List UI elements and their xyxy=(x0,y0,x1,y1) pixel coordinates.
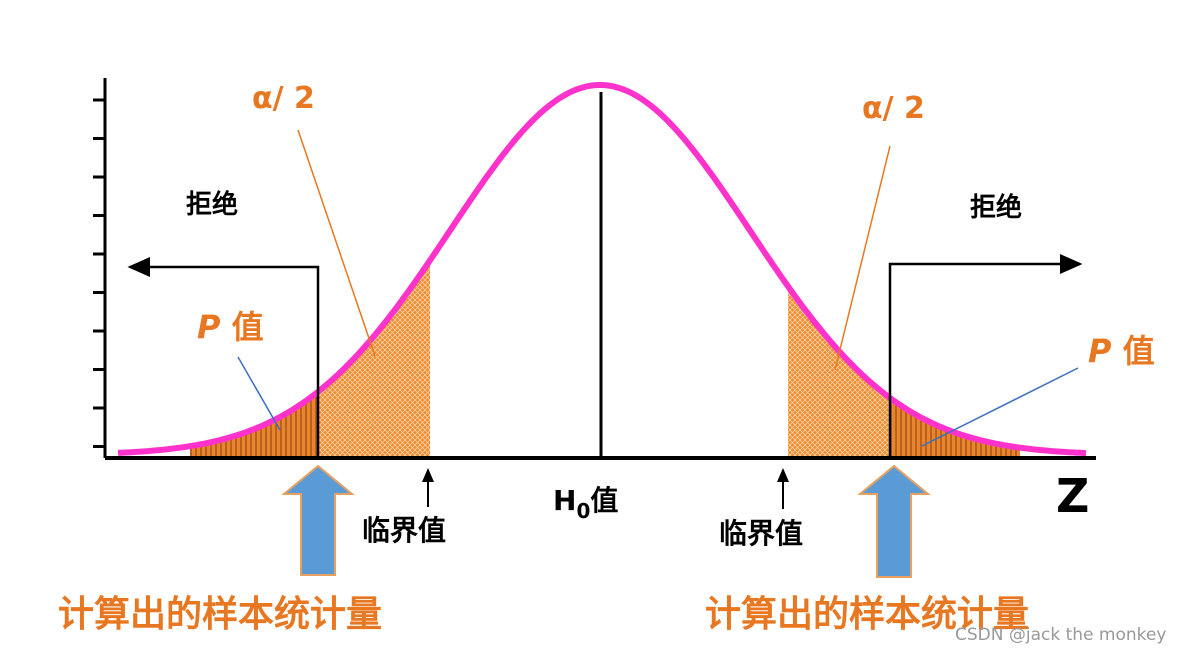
statistic-label: 计算出的样本统计量 xyxy=(58,594,382,635)
h0-label: H0值 xyxy=(553,484,618,523)
axis-label: Z xyxy=(1056,469,1089,523)
p-suffix: 值 xyxy=(232,308,264,346)
p-value-label: P 值 xyxy=(197,308,264,346)
leader-line xyxy=(237,356,281,431)
alpha-label: α/ 2 xyxy=(862,91,925,126)
reject-label: 拒绝 xyxy=(186,189,238,220)
p-symbol: P xyxy=(197,308,221,346)
tail-area xyxy=(190,391,318,456)
h0-suffix: 值 xyxy=(590,484,618,517)
tail-area xyxy=(318,260,430,456)
h0-main: H xyxy=(553,484,576,517)
y-ticks xyxy=(93,98,105,448)
leader-line xyxy=(297,129,376,357)
reject-arrow-left xyxy=(127,257,320,458)
statistic-arrow-left xyxy=(281,464,355,576)
leader-line xyxy=(834,145,891,371)
p-symbol: P xyxy=(1088,332,1112,370)
normal-curve xyxy=(117,82,1087,457)
statistic-label: 计算出的样本统计量 xyxy=(705,594,1029,635)
watermark: CSDN @jack the monkey xyxy=(955,625,1166,645)
p-value-label: P 值 xyxy=(1088,332,1155,370)
reject-label: 拒绝 xyxy=(970,192,1022,223)
leader-line xyxy=(921,367,1079,447)
alpha-label: α/ 2 xyxy=(252,81,315,116)
h0-sub: 0 xyxy=(576,499,590,523)
p-suffix: 值 xyxy=(1123,332,1155,370)
tail-area xyxy=(890,397,1020,456)
critical-label: 临界值 xyxy=(719,517,803,550)
statistic-arrow-right xyxy=(857,464,931,578)
shaded-areas xyxy=(190,260,1020,456)
critical-label: 临界值 xyxy=(362,514,446,547)
reject-arrow-right xyxy=(888,254,1083,458)
tail-area xyxy=(788,286,890,456)
